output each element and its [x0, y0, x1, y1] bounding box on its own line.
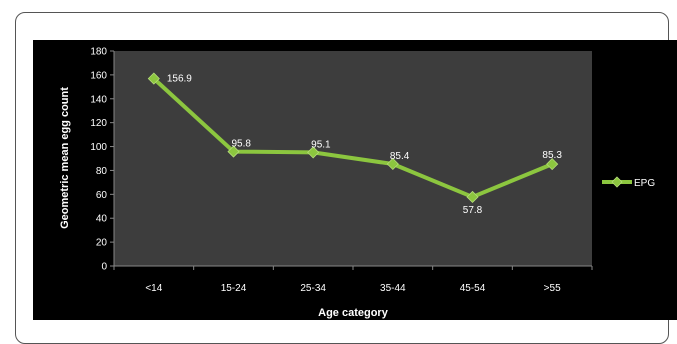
y-axis: 0 20 40 60 80 100 120 140 160 180 [90, 47, 114, 273]
data-label: 85.4 [390, 151, 410, 162]
y-tick-label: 60 [96, 190, 108, 201]
y-tick-label: 0 [101, 262, 107, 273]
y-tick-label: 40 [96, 214, 108, 225]
y-tick-label: 140 [90, 94, 107, 105]
legend: EPG [602, 176, 655, 189]
data-point-marker [386, 157, 399, 171]
y-tick-label: 100 [90, 142, 107, 153]
y-tick-label: 160 [90, 70, 107, 81]
egg-count-chart: 0 20 40 60 80 100 120 140 160 180 <14 15-24 25-34 35… [33, 40, 677, 320]
y-axis-title: Geometric mean egg count [59, 87, 71, 229]
data-label: 95.1 [311, 139, 331, 150]
x-axis-title: Age category [318, 307, 389, 319]
x-tick-label: 45-54 [460, 283, 486, 294]
data-label: 57.8 [463, 205, 483, 216]
y-tick-label: 20 [96, 238, 108, 249]
data-point-marker [546, 158, 559, 171]
x-tick-label: <14 [145, 283, 162, 294]
data-label: 95.8 [232, 139, 252, 150]
data-label: 156.9 [167, 74, 192, 85]
data-label: 85.3 [542, 150, 562, 161]
data-point-marker [307, 146, 320, 159]
data-point-marker [147, 72, 160, 85]
data-point-marker [227, 145, 240, 158]
legend-label-epg: EPG [634, 178, 655, 189]
x-tick-label: >55 [544, 283, 561, 294]
x-tick-label: 35-44 [380, 283, 406, 294]
y-tick-label: 120 [90, 118, 107, 129]
y-tick-label: 80 [96, 166, 108, 177]
x-tick-label: 15-24 [221, 283, 247, 294]
series-epg [147, 72, 559, 204]
series-line-epg [152, 77, 553, 199]
data-point-marker [466, 190, 479, 204]
data-labels: 156.9 95.8 95.1 85.4 57.8 85.3 [167, 74, 563, 216]
x-tick-label: 25-34 [300, 283, 326, 294]
x-axis: <14 15-24 25-34 35-44 45-54 >55 [113, 266, 593, 294]
y-tick-label: 180 [90, 47, 107, 58]
legend-marker-epg [611, 176, 623, 188]
